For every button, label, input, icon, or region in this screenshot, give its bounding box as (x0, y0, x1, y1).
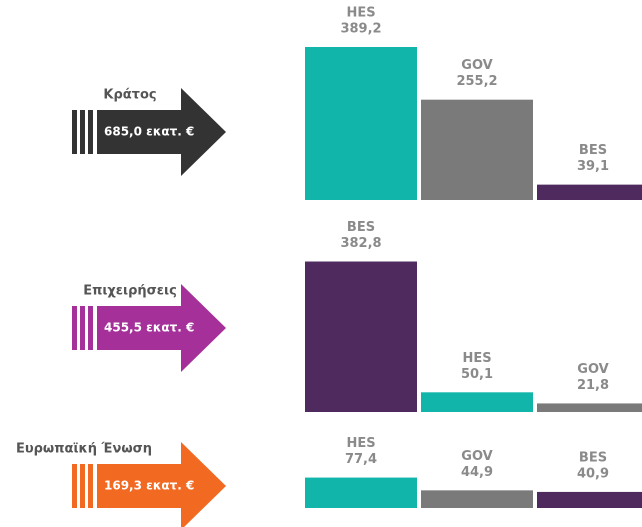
bar-category: BES (347, 220, 375, 235)
bar (305, 477, 417, 508)
bar-value-label: 21,8 (577, 378, 609, 393)
arrow-stripe (80, 464, 85, 508)
source-title: Ευρωπαϊκή Ένωση (16, 442, 152, 457)
arrow-stripe (72, 306, 77, 350)
arrow-stripe (88, 306, 93, 350)
bar (537, 184, 642, 200)
arrow-stripe (72, 464, 77, 508)
bar-category: GOV (461, 58, 492, 73)
bar-value-label: 40,9 (577, 466, 609, 481)
bar-value-label: 50,1 (461, 367, 493, 382)
source-title: Κράτος (103, 88, 156, 103)
bar (421, 490, 533, 508)
bar-value-label: 382,8 (340, 236, 381, 251)
bar (305, 261, 417, 412)
arrow-stripe (80, 306, 85, 350)
arrow (97, 88, 226, 176)
arrow (97, 284, 226, 372)
bar (305, 47, 417, 200)
bar (421, 99, 533, 200)
arrow-stripe (88, 464, 93, 508)
arrow-value: 685,0 εκατ. € (104, 125, 194, 139)
arrow-stripe (88, 110, 93, 154)
bar-category: BES (579, 143, 607, 158)
bar-value-label: 39,1 (577, 159, 609, 174)
arrow (97, 442, 226, 527)
bar (537, 491, 642, 508)
bar-category: BES (579, 450, 607, 465)
bar (421, 392, 533, 412)
source-title: Επιχειρήσεις (83, 284, 177, 299)
bar-category: HES (462, 351, 491, 366)
bar-category: GOV (461, 449, 492, 464)
bar (537, 403, 642, 412)
bar-value-label: 389,2 (340, 22, 381, 37)
bar-value-label: 77,4 (345, 452, 377, 467)
arrow-value: 455,5 εκατ. € (104, 321, 194, 335)
arrow-stripe (72, 110, 77, 154)
bar-category: HES (346, 436, 375, 451)
arrow-stripe (80, 110, 85, 154)
bar-value-label: 44,9 (461, 465, 493, 480)
bar-value-label: 255,2 (456, 74, 497, 89)
bar-category: HES (346, 6, 375, 21)
bar-category: GOV (577, 362, 608, 377)
arrow-value: 169,3 εκατ. € (104, 479, 194, 493)
